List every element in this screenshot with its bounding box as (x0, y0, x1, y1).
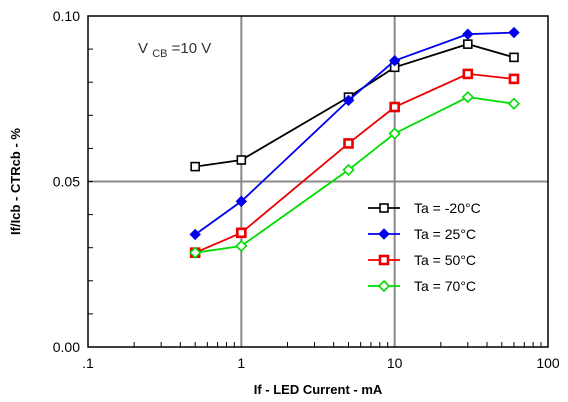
series-3 (189, 90, 521, 259)
data-point (236, 227, 247, 239)
data-point (509, 52, 519, 63)
data-point (189, 246, 202, 259)
legend-entry: Ta = 50°C (368, 252, 476, 268)
series (189, 26, 521, 259)
series-line (195, 43, 515, 168)
x-tick-label: 1 (237, 355, 245, 371)
data-point (462, 28, 474, 40)
x-axis-tick-labels: .1 1 10 100 (82, 355, 560, 371)
legend-label: Ta = 70°C (414, 278, 476, 294)
legend-label: Ta = 50°C (414, 252, 476, 268)
legend: Ta = -20°C Ta = 25°C Ta = 50°C Ta = 70°C (368, 200, 481, 294)
data-point (342, 163, 355, 177)
y-axis-tick-labels: 0.00 0.05 0.10 (53, 8, 80, 355)
plot-area-frame (87, 15, 549, 348)
data-point (462, 68, 474, 80)
legend-marker (378, 254, 390, 266)
minor-ticks (88, 48, 542, 347)
data-point (388, 127, 401, 140)
y-axis-label: If/Icb - CTRcb - % (8, 128, 23, 235)
legend-entry: Ta = -20°C (368, 200, 481, 216)
data-point (389, 101, 400, 113)
legend-entry: Ta = 70°C (368, 278, 476, 294)
legend-marker (379, 203, 389, 213)
data-point (388, 54, 401, 67)
data-point (463, 39, 473, 49)
series-0 (190, 39, 519, 172)
grid (88, 16, 548, 347)
legend-marker (378, 228, 390, 240)
legend-label: Ta = -20°C (414, 200, 481, 216)
data-point (507, 97, 521, 110)
legend-label: Ta = 25°C (414, 226, 476, 242)
series-1 (189, 26, 520, 241)
vcb-annotation: V CB =10 V (138, 40, 211, 61)
data-point (508, 26, 520, 39)
x-tick-label: 100 (536, 355, 560, 371)
data-point (342, 94, 355, 107)
x-tick-label: .1 (82, 355, 94, 371)
y-tick-label: 0.10 (53, 8, 80, 24)
vcb-annotation-sub: CB (152, 48, 167, 60)
data-point (508, 73, 520, 85)
data-point (236, 155, 247, 165)
x-tick-label: 10 (387, 355, 403, 371)
y-tick-label: 0.05 (53, 174, 80, 190)
legend-entry: Ta = 25°C (368, 226, 476, 242)
vcb-annotation-rest: =10 V (172, 40, 212, 57)
data-point (235, 239, 248, 253)
data-point (235, 195, 248, 208)
data-point (461, 90, 474, 104)
data-point (189, 228, 201, 241)
vcb-annotation-main: V (138, 40, 148, 57)
data-point (343, 138, 354, 149)
series-line (194, 31, 515, 236)
series-line (195, 96, 515, 254)
x-axis-label: If - LED Current - mA (254, 382, 383, 397)
y-tick-label: 0.00 (53, 339, 80, 355)
legend-marker (377, 279, 391, 293)
data-point (190, 161, 200, 172)
series-line (194, 72, 515, 254)
